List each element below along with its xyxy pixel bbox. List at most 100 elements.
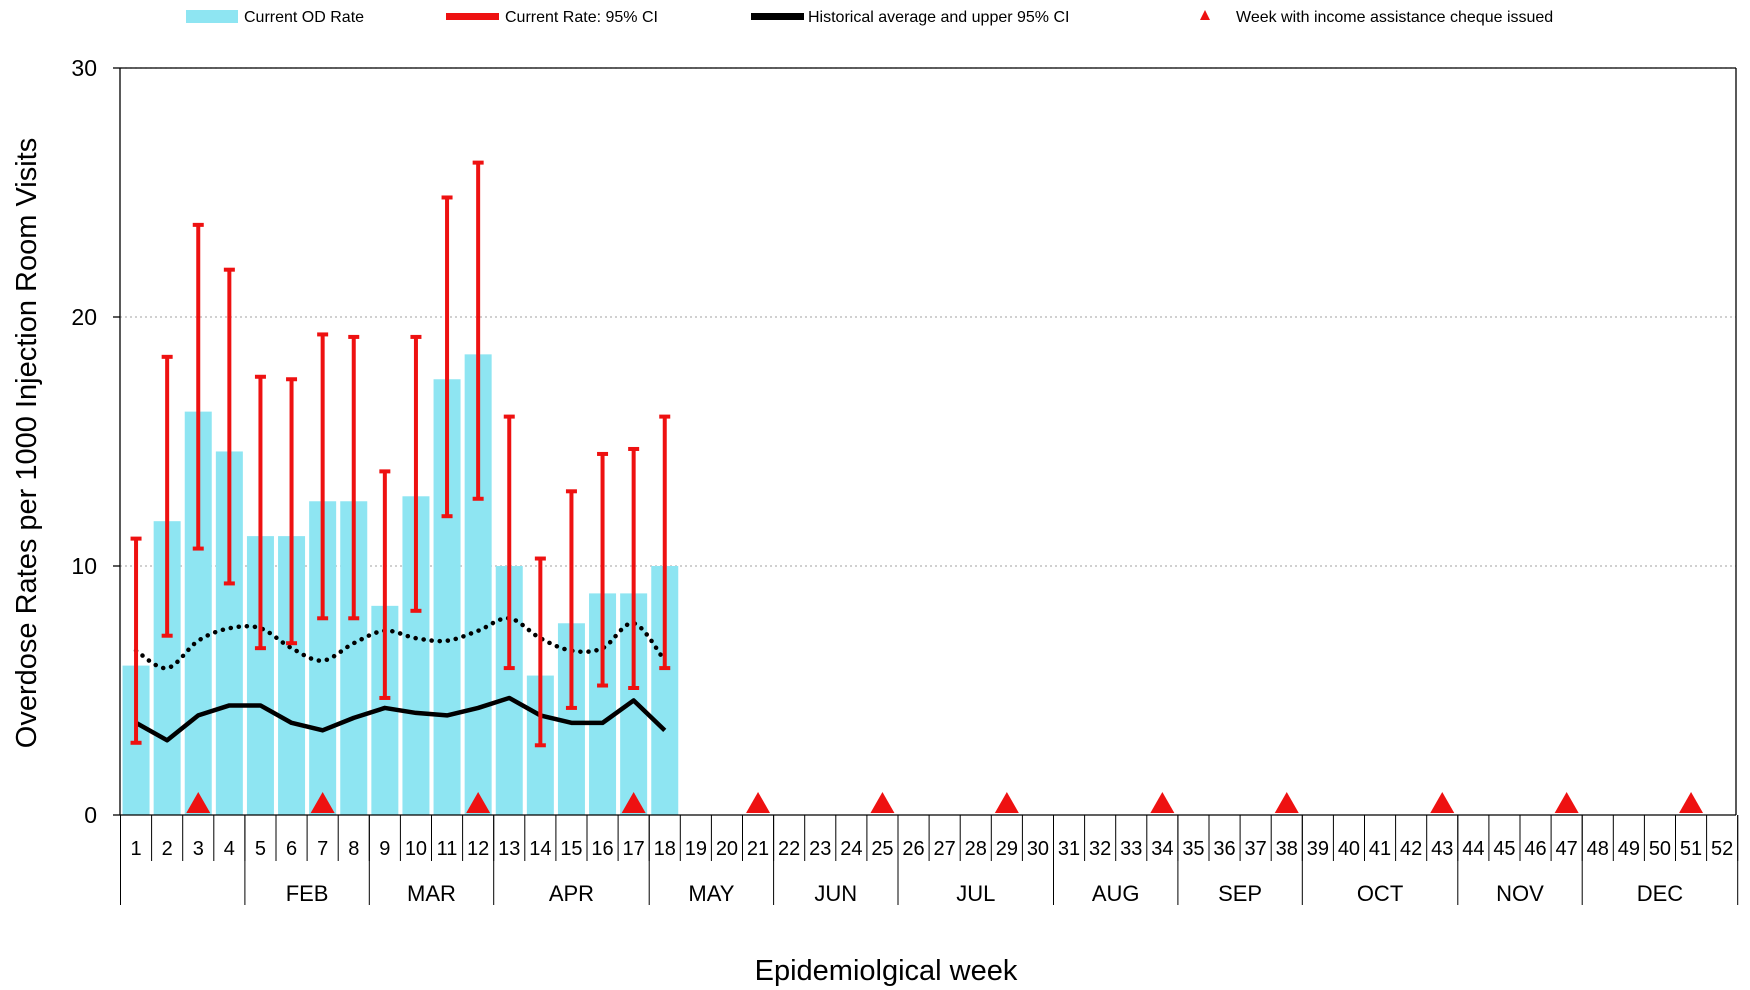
historical-upper-ci-line (133, 616, 667, 671)
week-label-43: 43 (1431, 838, 1453, 860)
week-label-5: 5 (255, 838, 266, 860)
historical-average-line (134, 695, 667, 743)
bars (122, 354, 679, 815)
week-label-13: 13 (498, 838, 520, 860)
legend-label-cheque-week: Week with income assistance cheque issue… (1236, 9, 1553, 26)
error-bar-week-13 (503, 414, 515, 671)
error-bar-week-11 (441, 195, 453, 519)
y-tick-label-20: 20 (71, 304, 97, 330)
error-bar-week-7 (317, 332, 329, 621)
week-label-7: 7 (317, 838, 328, 860)
week-label-36: 36 (1213, 838, 1235, 860)
error-bar-week-3 (192, 222, 204, 551)
month-label-dec: DEC (1637, 881, 1684, 906)
week-label-49: 49 (1618, 838, 1640, 860)
week-label-26: 26 (902, 838, 924, 860)
month-label-jul: JUL (956, 881, 995, 906)
week-label-4: 4 (224, 838, 235, 860)
week-label-47: 47 (1556, 838, 1578, 860)
legend-swatch-cheque-week (1200, 10, 1210, 20)
week-label-34: 34 (1151, 838, 1173, 860)
error-bar-week-15 (565, 489, 577, 710)
legend-item-historical-average: Historical average and upper 95% CI (751, 9, 1069, 26)
error-bar-week-14 (534, 556, 546, 748)
error-bar-week-4 (223, 267, 235, 586)
axes (113, 67, 1739, 905)
gridlines (120, 67, 1736, 567)
legend-swatch-historical-average (751, 13, 804, 20)
week-label-15: 15 (560, 838, 582, 860)
error-bar-week-5 (254, 374, 266, 651)
week-label-42: 42 (1400, 838, 1422, 860)
week-labels: 1 2 3 4 5 6 7 8 9 10 11 12 13 14 15 16 17 18 19 20 21 22 23 24 2… (130, 838, 1733, 860)
error-bar-week-12 (472, 160, 484, 501)
cheque-marker-week-25 (870, 792, 895, 813)
month-label-apr: APR (549, 881, 594, 906)
month-label-mar: MAR (407, 881, 456, 906)
legend-item-current-od-rate: Current OD Rate (186, 9, 364, 26)
legend-label-historical-average: Historical average and upper 95% CI (808, 9, 1069, 26)
week-label-24: 24 (840, 838, 862, 860)
cheque-marker-week-29 (994, 792, 1019, 813)
error-bar-week-2 (161, 354, 173, 638)
week-label-17: 17 (623, 838, 645, 860)
week-label-33: 33 (1120, 838, 1142, 860)
legend-item-current-rate-ci: Current Rate: 95% CI (446, 9, 658, 26)
legend-label-current-od-rate: Current OD Rate (244, 9, 364, 26)
month-label-oct: OCT (1357, 881, 1403, 906)
week-label-16: 16 (591, 838, 613, 860)
week-label-38: 38 (1276, 838, 1298, 860)
legend-swatch-current-od-rate (186, 10, 238, 23)
week-label-22: 22 (778, 838, 800, 860)
week-label-41: 41 (1369, 838, 1391, 860)
week-label-30: 30 (1027, 838, 1049, 860)
error-bar-week-17 (628, 446, 640, 691)
historical-upper-ci-path (133, 616, 667, 671)
week-label-52: 52 (1711, 838, 1733, 860)
month-label-nov: NOV (1496, 881, 1544, 906)
week-label-35: 35 (1182, 838, 1204, 860)
week-label-1: 1 (130, 838, 141, 860)
y-tick-label-30: 30 (71, 55, 97, 81)
cheque-marker-week-3 (186, 792, 211, 813)
month-labels: FEB MAR APR MAY JUN JUL AUG SEP OCT NOV DEC (286, 881, 1684, 906)
error-bar-week-8 (348, 334, 360, 621)
cheque-marker-week-21 (746, 792, 771, 813)
month-label-aug: AUG (1092, 881, 1140, 906)
week-label-51: 51 (1680, 838, 1702, 860)
cheque-marker-week-47 (1554, 792, 1579, 813)
error-bar-week-1 (130, 536, 142, 745)
error-bar-week-18 (659, 414, 671, 671)
month-label-jun: JUN (814, 881, 857, 906)
week-label-6: 6 (286, 838, 297, 860)
cheque-marker-week-34 (1150, 792, 1175, 813)
week-label-19: 19 (685, 838, 707, 860)
week-label-21: 21 (747, 838, 769, 860)
error-bars (130, 160, 671, 748)
y-tick-label-10: 10 (71, 553, 97, 579)
week-label-40: 40 (1338, 838, 1360, 860)
week-label-39: 39 (1307, 838, 1329, 860)
week-label-20: 20 (716, 838, 738, 860)
week-label-2: 2 (162, 838, 173, 860)
week-label-37: 37 (1245, 838, 1267, 860)
cheque-marker-week-43 (1430, 792, 1455, 813)
week-label-48: 48 (1587, 838, 1609, 860)
cheque-marker-week-38 (1274, 792, 1299, 813)
y-tick-label-0: 0 (84, 802, 97, 828)
error-bar-week-6 (286, 377, 298, 646)
month-label-sep: SEP (1218, 881, 1262, 906)
month-label-may: MAY (688, 881, 734, 906)
week-label-8: 8 (348, 838, 359, 860)
error-bar-week-10 (410, 334, 422, 613)
week-label-23: 23 (809, 838, 831, 860)
week-label-28: 28 (965, 838, 987, 860)
month-label-feb: FEB (286, 881, 329, 906)
cheque-markers (186, 792, 1704, 813)
week-label-46: 46 (1524, 838, 1546, 860)
week-label-11: 11 (437, 838, 458, 860)
week-label-25: 25 (871, 838, 893, 860)
y-tick-labels: 0 10 20 30 (71, 55, 97, 828)
week-label-3: 3 (193, 838, 204, 860)
